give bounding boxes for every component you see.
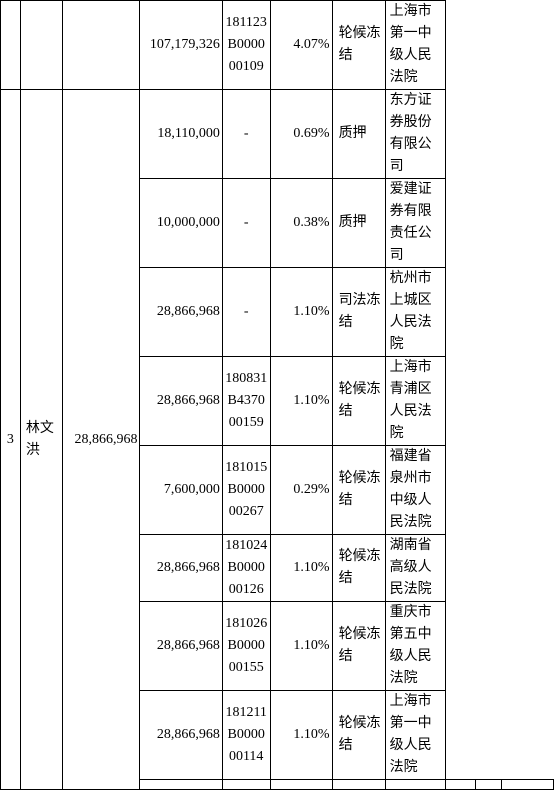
amount-cell: 28,866,968	[139, 356, 223, 446]
amount-cell: 107,179,326	[139, 0, 223, 90]
agency-cell: 重庆市第五中级人民法院	[384, 601, 446, 691]
pct-cell: 1.10%	[269, 534, 333, 602]
agency-cell: 杭州市上城区人民法院	[384, 267, 446, 357]
pct-cell: 0.29%	[269, 445, 333, 535]
status-cell: 轮候冻结	[331, 601, 386, 691]
amount-cell: 28,866,968	[139, 601, 223, 691]
agency-cell: 上海市第一中级人民法院	[384, 690, 446, 780]
holder-name-cell: 林文洪	[19, 89, 64, 790]
amount-cell: 7,600,000	[139, 445, 223, 535]
table-row: 3 林文洪 28,866,968 18,110,000 - 0.69% 质押 东…	[0, 89, 554, 790]
pct-cell: 1.10%	[269, 601, 333, 691]
agency-cell: 上海市青浦区人民法院	[384, 356, 446, 446]
ref-cell: 181015B000000267	[221, 445, 271, 535]
status-cell: 轮候冻结	[331, 445, 386, 535]
status-cell: 轮候冻结	[331, 0, 386, 90]
ref-cell: 181211B000000114	[221, 690, 271, 780]
ref-cell: 181024B000000126	[221, 534, 271, 602]
ref-cell: -	[221, 178, 271, 268]
agency-cell: 上海市第一中级人民法院	[384, 0, 446, 90]
pct-cell: 0.38%	[269, 178, 333, 268]
ref-cell: 180831B437000159	[221, 356, 271, 446]
table-row: 28,866,968 - 1.10% 司法冻结 杭州市上城区人民法院	[1, 267, 554, 357]
agency-cell: 爱建证券有限责任公司	[384, 178, 446, 268]
agency-cell: 湖南省高级人民法院	[384, 534, 446, 602]
pct-cell	[444, 779, 477, 790]
amount-cell: 28,866,968	[139, 534, 223, 602]
ref-cell: -	[221, 89, 271, 179]
pct-cell: 1.10%	[269, 267, 333, 357]
holder-name-cell	[221, 779, 271, 790]
pct-cell: 1.10%	[269, 356, 333, 446]
pct-cell: 0.69%	[269, 89, 333, 179]
agency-cell	[500, 779, 554, 790]
index-cell: 3	[0, 89, 21, 790]
index-cell	[0, 0, 21, 90]
status-cell: 质押	[331, 89, 386, 179]
ref-cell: -	[221, 267, 271, 357]
status-cell: 轮候冻结	[331, 356, 386, 446]
ref-cell: 181123B000000109	[221, 0, 271, 90]
amount-cell: 28,866,968	[139, 690, 223, 780]
agency-cell: 东方证券股份有限公司	[384, 89, 446, 179]
holder-total-cell	[62, 0, 141, 90]
status-cell: 轮候冻结	[331, 534, 386, 602]
ref-cell	[384, 779, 446, 790]
index-cell	[139, 779, 223, 790]
table-row: 107,179,326 181123B000000109 4.07% 轮候冻结 …	[0, 0, 554, 90]
ref-cell: 181026B000000155	[221, 601, 271, 691]
amount-cell: 28,866,968	[139, 267, 223, 357]
agency-cell: 福建省泉州市中级人民法院	[384, 445, 446, 535]
holder-total-cell	[269, 779, 333, 790]
amount-cell: 10,000,000	[139, 178, 223, 268]
amount-cell: 18,110,000	[139, 89, 223, 179]
pct-cell: 4.07%	[269, 0, 333, 90]
status-cell: 司法冻结	[331, 267, 386, 357]
holder-total-cell: 28,866,968	[62, 89, 141, 790]
table-row: 10,000,000 - 0.38% 质押 爱建证券有限责任公司	[1, 178, 554, 268]
status-cell	[475, 779, 502, 790]
status-cell: 轮候冻结	[331, 690, 386, 780]
amount-cell	[331, 779, 386, 790]
pct-cell: 1.10%	[269, 690, 333, 780]
holder-name-cell	[19, 0, 64, 90]
status-cell: 质押	[331, 178, 386, 268]
